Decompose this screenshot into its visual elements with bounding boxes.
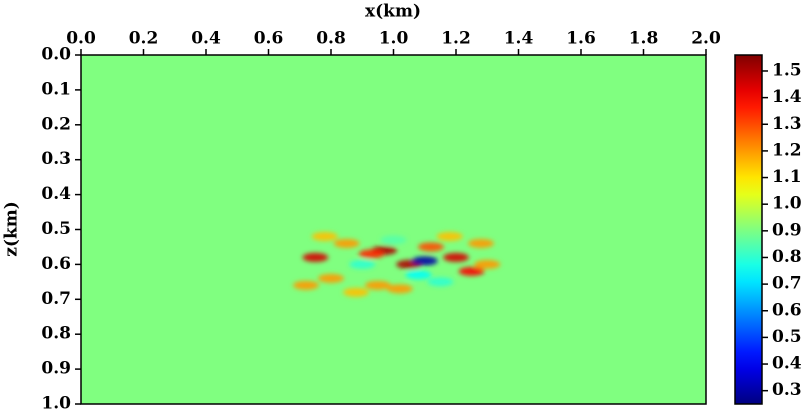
- colorbar-tick-label: 0.5: [772, 327, 802, 347]
- anomaly-blob: [436, 231, 463, 241]
- colorbar-tick-label: 0.9: [772, 220, 802, 240]
- colorbar-tick-label: 0.6: [772, 300, 802, 320]
- anomaly: [293, 231, 501, 297]
- y-tick-label: 0.8: [41, 324, 71, 344]
- colorbar: [734, 54, 763, 405]
- y-tick-label: 0.6: [41, 254, 71, 274]
- anomaly-blob: [364, 280, 391, 290]
- anomaly-blob: [443, 252, 469, 262]
- colorbar-tick-label: 1.5: [772, 60, 802, 80]
- anomaly-blob: [318, 273, 344, 283]
- y-tick-label: 0.3: [41, 149, 71, 169]
- colorbar-tick-label: 1.4: [772, 87, 802, 107]
- x-tick-label: 0.6: [254, 29, 284, 49]
- x-tick-label: 2.0: [691, 29, 721, 49]
- y-tick-label: 0.0: [41, 45, 71, 65]
- colorbar-tick-label: 1.3: [772, 114, 802, 134]
- x-tick-label: 0.2: [129, 29, 159, 49]
- y-axis-label: z(km): [2, 201, 22, 257]
- x-tick-label: 1.0: [379, 29, 409, 49]
- x-tick-label: 0.4: [191, 29, 221, 49]
- colorbar-tick-label: 0.4: [772, 354, 802, 374]
- anomaly-blob: [386, 284, 413, 294]
- y-tick-label: 1.0: [41, 394, 71, 412]
- x-tick-label: 0.8: [316, 29, 346, 49]
- y-tick-label: 0.9: [41, 359, 71, 379]
- anomaly-blob: [302, 252, 329, 262]
- anomaly-blob: [474, 259, 501, 269]
- colorbar-tick-label: 1.1: [772, 167, 802, 187]
- anomaly-blob: [380, 235, 407, 245]
- x-tick-label: 1.8: [629, 29, 659, 49]
- x-tick-label: 1.2: [441, 29, 471, 49]
- colorbar-tick-label: 0.3: [772, 380, 802, 400]
- anomaly-blob: [349, 259, 376, 269]
- y-tick-label: 0.5: [41, 219, 71, 239]
- colorbar-tick-label: 1.2: [772, 140, 802, 160]
- anomaly-blob: [411, 256, 438, 266]
- x-tick-label: 1.4: [504, 29, 534, 49]
- y-tick-label: 0.2: [41, 114, 71, 134]
- background-field: [81, 55, 706, 404]
- anomaly-blob: [293, 280, 319, 290]
- anomaly-blob: [333, 238, 360, 248]
- anomaly-blob: [427, 277, 454, 287]
- x-tick-label: 0.0: [66, 29, 96, 49]
- y-tick-label: 0.7: [41, 289, 71, 309]
- x-tick-label: 1.6: [566, 29, 596, 49]
- anomaly-blob: [358, 249, 385, 259]
- anomaly-blob: [311, 231, 338, 241]
- anomaly-blob: [468, 238, 494, 248]
- y-tick-label: 0.1: [41, 79, 71, 99]
- colorbar-tick-label: 0.7: [772, 274, 802, 294]
- anomaly-blob: [405, 270, 432, 280]
- anomaly-blob: [343, 287, 369, 297]
- y-tick-label: 0.4: [41, 184, 71, 204]
- anomaly-blob: [458, 266, 485, 276]
- colorbar-tick-label: 1.0: [772, 194, 802, 214]
- x-axis-label: x(km): [365, 2, 421, 22]
- colorbar-tick-label: 0.8: [772, 247, 802, 267]
- anomaly-blob: [418, 242, 444, 252]
